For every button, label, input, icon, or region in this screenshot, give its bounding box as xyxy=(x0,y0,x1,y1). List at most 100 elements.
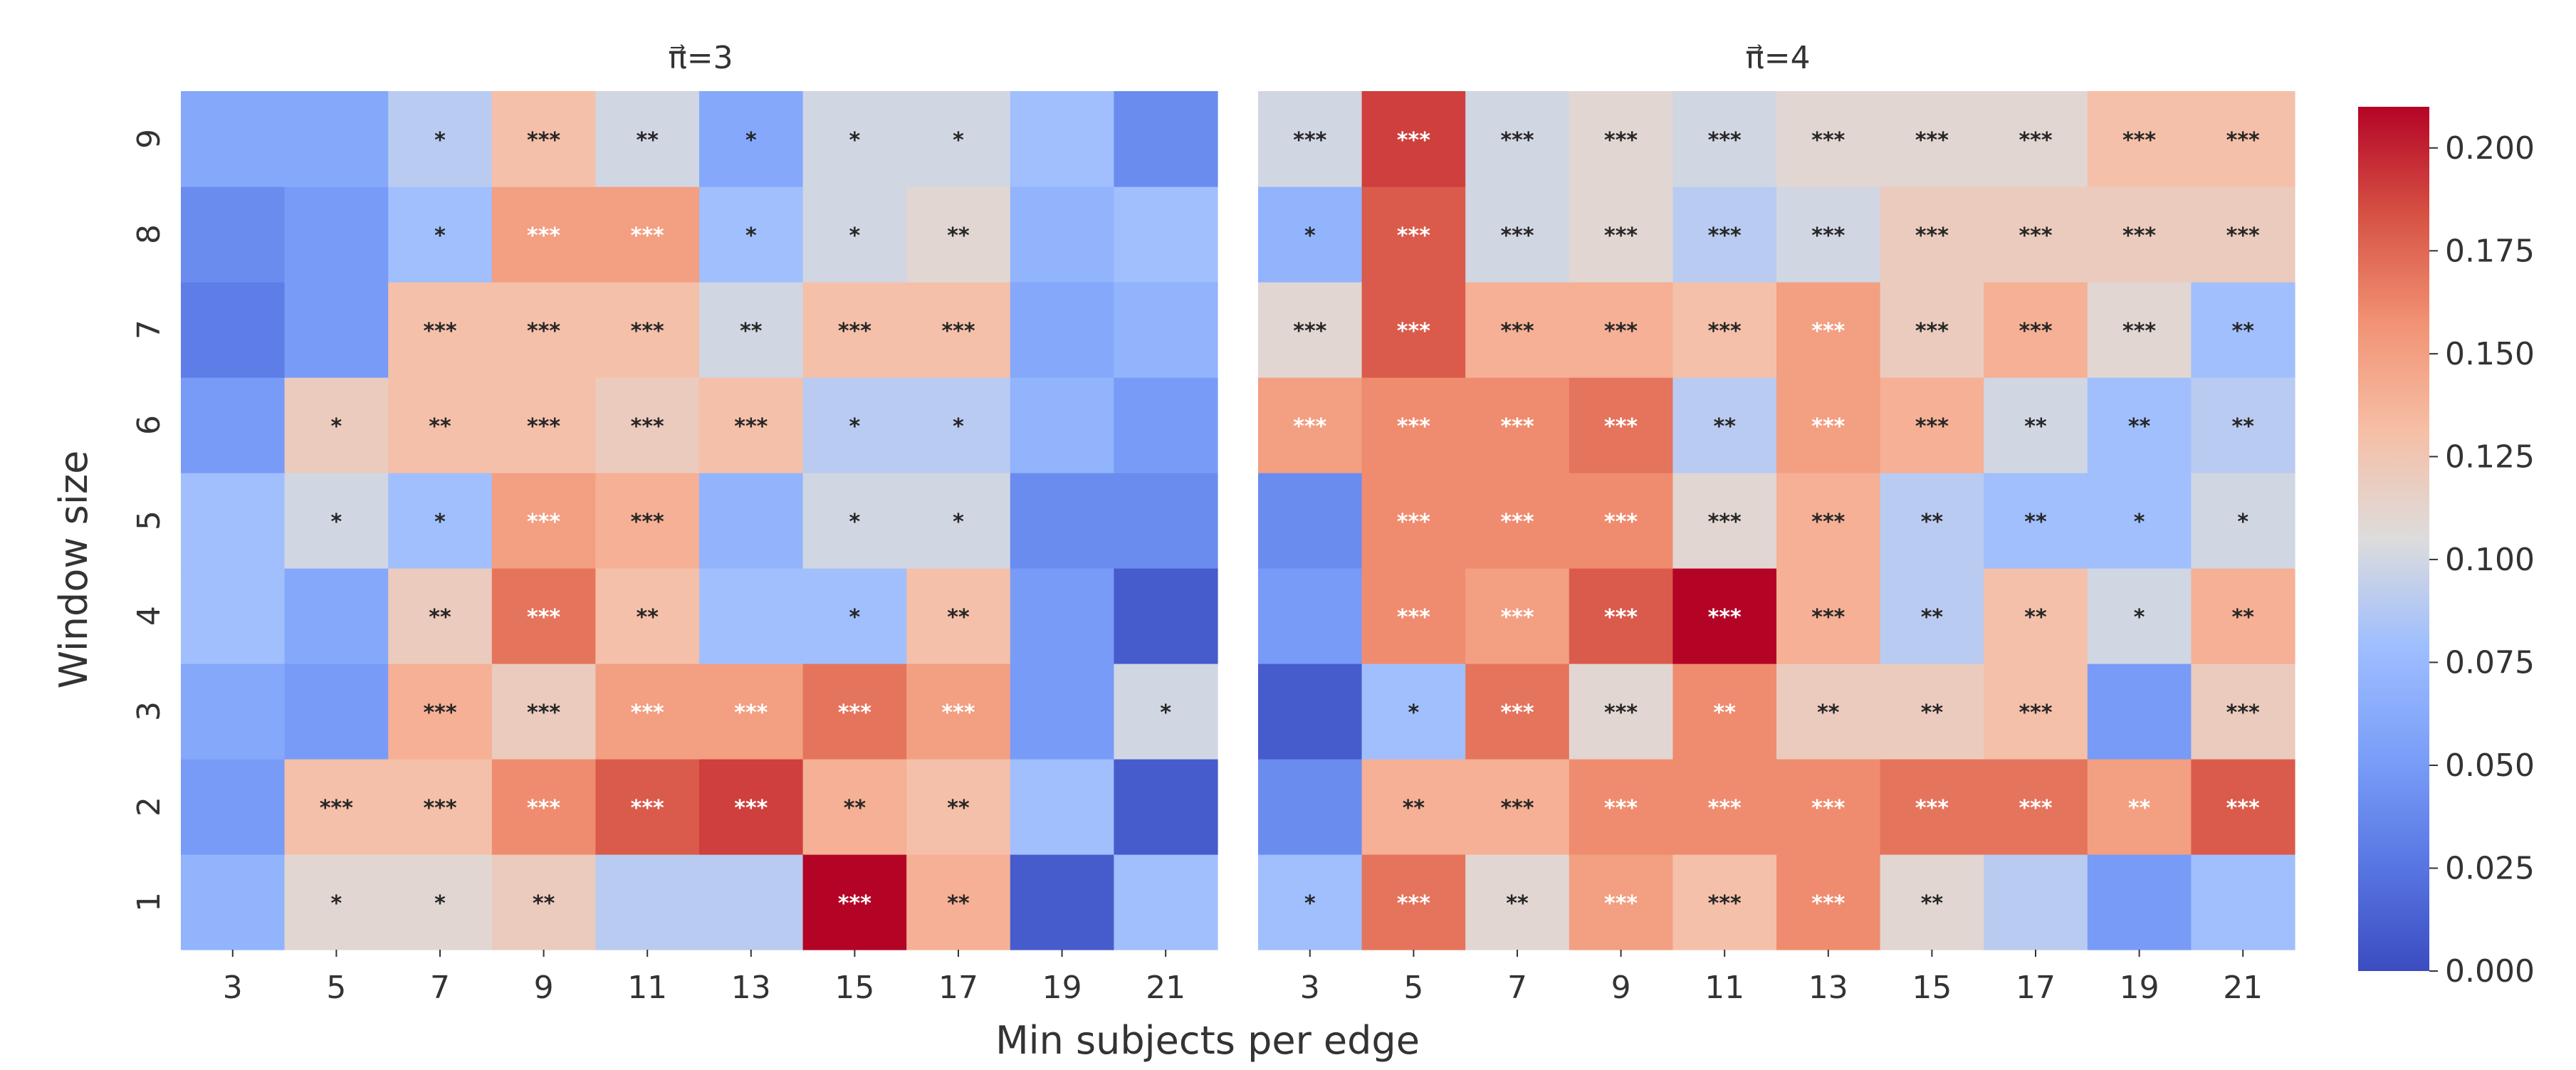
heatmap-cell xyxy=(1114,473,1218,569)
heatmap-cells: ****************************************… xyxy=(181,91,1218,950)
significance-label: *** xyxy=(2019,224,2052,248)
heatmap-cell xyxy=(1880,91,1984,187)
significance-label: ** xyxy=(740,319,763,344)
significance-label: *** xyxy=(2122,224,2156,248)
heatmap-cell xyxy=(2191,759,2295,855)
heatmap-cell xyxy=(1569,759,1673,855)
heatmap-cell xyxy=(1465,759,1570,855)
heatmap-cell xyxy=(699,377,804,473)
heatmap-cell xyxy=(1880,759,1984,855)
significance-label: *** xyxy=(631,319,664,344)
significance-label: *** xyxy=(2019,128,2052,153)
significance-label: ** xyxy=(637,605,659,630)
heatmap-cell xyxy=(906,473,1011,569)
significance-label: *** xyxy=(631,224,664,248)
colorbar-tick-label: 0.150 xyxy=(2445,336,2535,372)
heatmap-cell xyxy=(1569,663,1673,760)
significance-label: * xyxy=(2237,510,2248,535)
significance-label: *** xyxy=(2226,701,2260,725)
heatmap-cell xyxy=(595,377,700,473)
significance-label: ** xyxy=(2232,605,2255,630)
significance-label: * xyxy=(434,891,446,916)
significance-label: *** xyxy=(1500,701,1534,725)
colorbar-tick-label: 0.025 xyxy=(2445,851,2535,887)
significance-label: *** xyxy=(1811,414,1845,439)
x-tick-label: 7 xyxy=(1507,970,1527,1006)
heatmap-cell xyxy=(1361,282,1466,378)
heatmap-cell xyxy=(595,854,700,950)
heatmap-cell xyxy=(2191,91,2295,187)
significance-label: * xyxy=(953,414,964,439)
significance-label: * xyxy=(434,510,446,535)
significance-label: *** xyxy=(941,319,975,344)
heatmap-cell xyxy=(1672,854,1777,950)
significance-label: *** xyxy=(1604,128,1638,153)
heatmap-cell xyxy=(1776,282,1881,378)
heatmap-cell xyxy=(595,91,700,187)
heatmap-cell xyxy=(2191,187,2295,283)
significance-label: * xyxy=(849,128,861,153)
significance-label: *** xyxy=(941,701,975,725)
heatmap-cell xyxy=(1361,91,1466,187)
heatmap-cell xyxy=(1984,377,2088,473)
significance-label: ** xyxy=(2128,414,2151,439)
x-tick-label: 13 xyxy=(731,970,771,1006)
significance-label: ** xyxy=(1921,510,1944,535)
heatmap-cell xyxy=(1569,854,1673,950)
significance-label: ** xyxy=(947,796,970,821)
heatmap-cell xyxy=(1569,568,1673,664)
significance-label: * xyxy=(1304,891,1316,916)
significance-label: *** xyxy=(1604,414,1638,439)
heatmap-cell xyxy=(1258,91,1363,187)
heatmap-cell xyxy=(699,473,804,569)
heatmap-cell xyxy=(1880,377,1984,473)
significance-label: * xyxy=(1160,701,1171,725)
significance-label: ** xyxy=(2232,319,2255,344)
heatmap-cell xyxy=(1984,91,2088,187)
significance-label: *** xyxy=(2226,128,2260,153)
x-tick-label: 11 xyxy=(627,970,667,1006)
significance-label: *** xyxy=(2122,128,2156,153)
heatmap-cell xyxy=(595,473,700,569)
significance-label: *** xyxy=(1604,319,1638,344)
heatmap-cell xyxy=(1010,568,1114,664)
significance-label: *** xyxy=(1708,224,1742,248)
significance-label: * xyxy=(1304,224,1316,248)
heatmap-cell xyxy=(2191,663,2295,760)
heatmap-cell xyxy=(906,91,1011,187)
heatmap-cell xyxy=(388,377,493,473)
significance-label: *** xyxy=(1604,701,1638,725)
heatmap-cell xyxy=(906,759,1011,855)
heatmap-cell xyxy=(181,282,286,378)
x-tick-label: 9 xyxy=(534,970,554,1006)
heatmap-cell xyxy=(1258,282,1363,378)
significance-label: *** xyxy=(1604,796,1638,821)
significance-label: * xyxy=(745,128,757,153)
heatmap-cell xyxy=(1880,854,1984,950)
y-axis-label: Window size xyxy=(51,451,96,689)
heatmap-cell xyxy=(906,377,1011,473)
x-tick-label: 15 xyxy=(834,970,874,1006)
significance-label: *** xyxy=(1500,414,1534,439)
heatmap-cell xyxy=(284,854,389,950)
significance-label: *** xyxy=(631,796,664,821)
heatmap-cell xyxy=(491,187,596,283)
colorbar-tick-label: 0.000 xyxy=(2445,953,2535,990)
heatmap-cell xyxy=(1114,568,1218,664)
heatmap-cell xyxy=(491,759,596,855)
heatmap-cell xyxy=(181,663,286,760)
heatmap-cell xyxy=(181,91,286,187)
y-tick-label: 8 xyxy=(131,224,167,244)
heatmap-cell xyxy=(1114,663,1218,760)
heatmap-cell xyxy=(2191,282,2295,378)
heatmap-cell xyxy=(1114,854,1218,950)
heatmap-cell xyxy=(595,187,700,283)
heatmap-cell xyxy=(1465,473,1570,569)
heatmap-cell xyxy=(491,663,596,760)
significance-label: * xyxy=(331,414,342,439)
heatmap-cell xyxy=(595,282,700,378)
heatmap-cell xyxy=(802,91,907,187)
heatmap-cell xyxy=(1569,282,1673,378)
significance-label: *** xyxy=(423,796,456,821)
heatmap-cell xyxy=(1776,568,1881,664)
